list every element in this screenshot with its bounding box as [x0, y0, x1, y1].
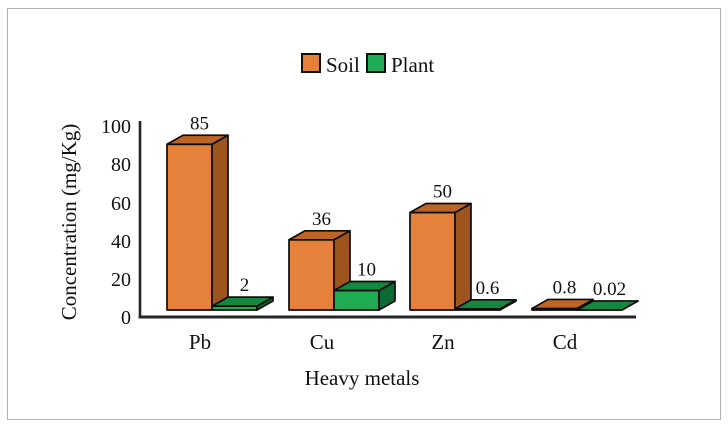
- bar-front-soil-zn: [409, 211, 456, 311]
- bar-side-soil-pb: [211, 134, 229, 311]
- data-label-plant-pb: 2: [240, 275, 250, 296]
- data-label-soil-pb: 85: [190, 113, 209, 134]
- bars-layer: 85 2 36 10 50 0.6 0.8 0.02: [166, 113, 639, 311]
- bar-front-plant-cu: [333, 289, 380, 311]
- y-tick-0: 0: [121, 307, 131, 329]
- y-tick-100: 100: [101, 116, 131, 138]
- category-label-cu: Cu: [310, 330, 335, 354]
- data-label-soil-cd: 0.8: [553, 277, 577, 298]
- bar-front-soil-cu: [288, 238, 335, 311]
- data-label-soil-zn: 50: [433, 182, 452, 203]
- bar-top-plant-zn: [454, 298, 517, 310]
- legend-label-plant: Plant: [391, 53, 434, 77]
- category-label-pb: Pb: [189, 330, 211, 354]
- bar-top-soil-pb: [166, 134, 229, 146]
- data-label-plant-cu: 10: [357, 260, 376, 281]
- legend: Soil Plant: [301, 53, 434, 77]
- bar-top-plant-cu: [333, 280, 396, 292]
- y-tick-20: 20: [111, 269, 131, 291]
- bar-side-soil-zn: [454, 202, 472, 311]
- legend-swatch-soil: [301, 53, 321, 73]
- bar-front-soil-pb: [166, 143, 213, 311]
- bar-top-soil-cu: [288, 229, 351, 241]
- y-axis-title: Concentration (mg/Kg): [57, 124, 81, 321]
- legend-label-soil: Soil: [326, 53, 360, 77]
- figure-border: [7, 8, 721, 420]
- category-label-zn: Zn: [431, 330, 455, 354]
- legend-swatch-plant: [366, 53, 386, 73]
- bar-top-plant-cd: [576, 300, 639, 311]
- data-label-plant-cd: 0.02: [593, 279, 626, 300]
- y-tick-labels: 0 20 40 60 80 100: [101, 116, 131, 329]
- category-label-cd: Cd: [553, 330, 578, 354]
- x-category-labels: Pb Cu Zn Cd: [189, 330, 578, 354]
- data-label-plant-zn: 0.6: [476, 278, 500, 299]
- y-tick-80: 80: [111, 154, 131, 176]
- bar-top-plant-pb: [211, 296, 274, 307]
- x-axis-title: Heavy metals: [305, 366, 420, 390]
- y-tick-60: 60: [111, 193, 131, 215]
- bar-top-soil-zn: [409, 202, 472, 214]
- bar-top-soil-cd: [531, 298, 594, 310]
- y-tick-40: 40: [111, 231, 131, 253]
- data-label-soil-cu: 36: [312, 209, 331, 230]
